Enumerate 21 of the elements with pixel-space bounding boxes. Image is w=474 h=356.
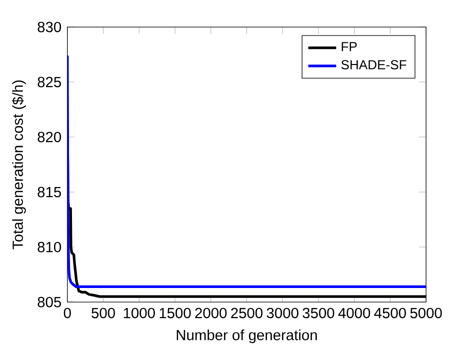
x-tick-label: 0 <box>64 308 71 318</box>
x-axis-title: Number of generation <box>176 330 317 344</box>
y-tick-label: 815 <box>38 187 61 198</box>
y-tick-label: 810 <box>38 242 62 253</box>
y-axis-title: Total generation cost ($/h) <box>12 80 26 250</box>
y-tick-label: 820 <box>38 132 62 143</box>
y-tick-label: 805 <box>38 297 61 308</box>
y-tick-label: 830 <box>38 22 62 32</box>
x-tick-label: 3500 <box>302 308 334 318</box>
x-tick-label: 4500 <box>374 308 406 318</box>
x-tick-label: 1500 <box>160 308 191 318</box>
x-tick-label: 5000 <box>410 308 442 318</box>
legend-label: FP <box>342 42 357 52</box>
legend-label: SHADE-SF <box>341 60 406 70</box>
x-tick-label: 3000 <box>266 308 298 318</box>
x-tick-label: 1000 <box>124 308 155 318</box>
x-tick-label: 4000 <box>338 308 370 318</box>
x-tick-label: 2500 <box>231 308 262 318</box>
x-tick-label: 2000 <box>195 308 227 318</box>
x-tick-label: 500 <box>92 308 115 318</box>
y-tick-label: 825 <box>38 77 61 88</box>
